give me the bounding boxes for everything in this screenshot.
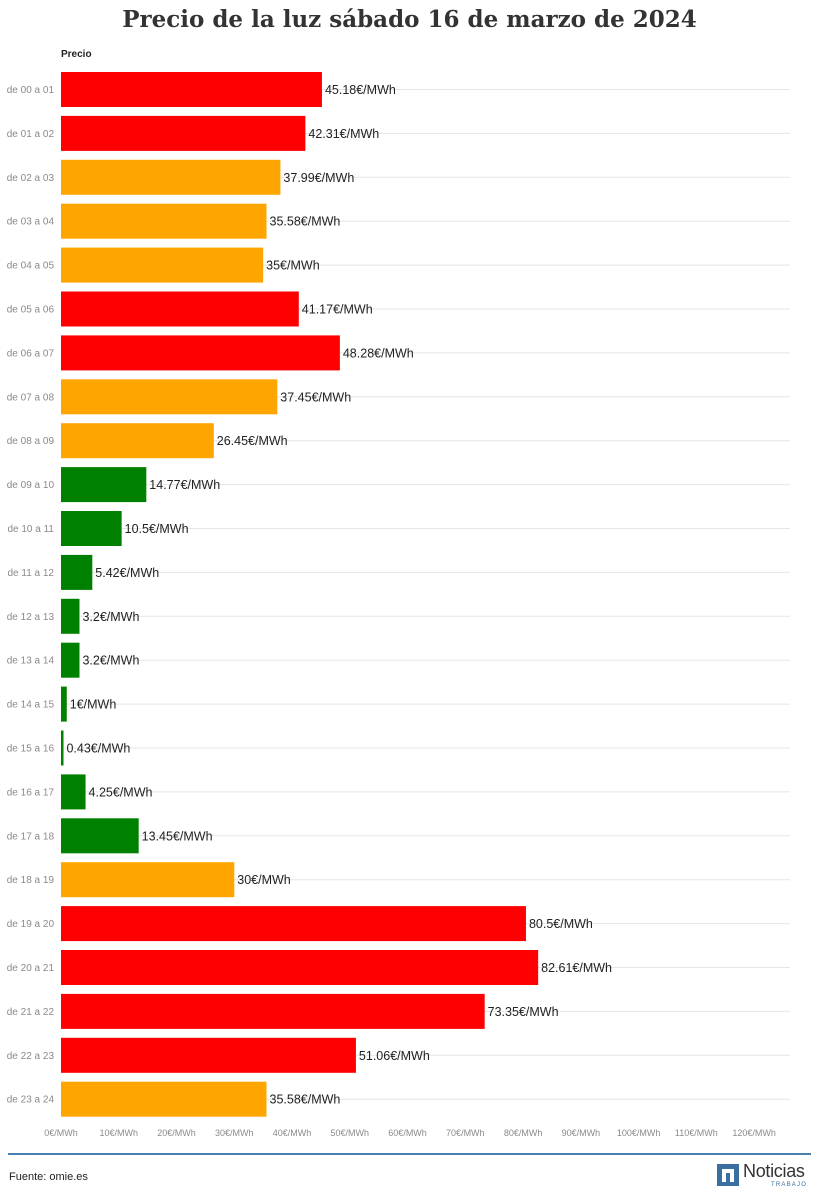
category-labels: de 00 a 01 de 01 a 02 de 02 a 03 de 03 a 04… xyxy=(7,85,55,1106)
bar-10[interactable] xyxy=(61,511,122,546)
x-tick-label: 10€/MWh xyxy=(100,1128,139,1138)
value-label: 48.28€/MWh xyxy=(343,346,414,360)
value-label: 4.25€/MWh xyxy=(89,785,153,799)
bar-18[interactable] xyxy=(61,862,235,898)
bar-03[interactable] xyxy=(61,203,267,239)
category-label: de 03 a 04 xyxy=(7,217,55,228)
bar-11[interactable] xyxy=(61,554,93,590)
logo-subtitle: TRABAJO xyxy=(771,1182,808,1188)
value-label: 37.99€/MWh xyxy=(283,171,354,185)
value-label: 30€/MWh xyxy=(237,873,291,887)
value-label: 1€/MWh xyxy=(70,698,117,712)
chart-title: Precio de la luz sábado 16 de marzo de 2… xyxy=(122,6,697,33)
category-label: de 05 a 06 xyxy=(7,305,55,316)
category-label: de 18 a 19 xyxy=(7,875,55,886)
bar-12[interactable] xyxy=(61,598,80,634)
value-label: 82.61€/MWh xyxy=(541,961,612,975)
category-label: de 07 a 08 xyxy=(7,392,55,403)
value-label: 35.58€/MWh xyxy=(270,1093,341,1107)
value-label: 10.5€/MWh xyxy=(125,522,189,536)
category-label: de 01 a 02 xyxy=(7,129,55,140)
grid-lines xyxy=(61,89,790,1100)
y-axis-label: Precio xyxy=(61,49,92,60)
category-label: de 09 a 10 xyxy=(7,480,55,491)
category-label: de 17 a 18 xyxy=(7,831,55,842)
category-label: de 16 a 17 xyxy=(7,787,55,798)
category-label: de 21 a 22 xyxy=(7,1007,55,1018)
x-tick-label: 70€/MWh xyxy=(446,1128,485,1138)
value-labels: 45.18€/MWh 42.31€/MWh 37.99€/MWh 35.58€/MWh… xyxy=(66,83,612,1107)
category-label: de 02 a 03 xyxy=(7,173,55,184)
bars xyxy=(61,72,539,1117)
bar-04[interactable] xyxy=(61,247,264,283)
value-label: 51.06€/MWh xyxy=(359,1049,430,1063)
category-label: de 10 a 11 xyxy=(7,524,54,535)
value-label: 80.5€/MWh xyxy=(529,917,593,931)
x-tick-label: 120€/MWh xyxy=(732,1128,776,1138)
category-label: de 22 a 23 xyxy=(7,1051,55,1062)
bar-16[interactable] xyxy=(61,774,86,810)
value-label: 35€/MWh xyxy=(266,259,320,273)
x-tick-label: 0€/MWh xyxy=(44,1128,78,1138)
bar-00[interactable] xyxy=(61,72,322,107)
value-label: 14.77€/MWh xyxy=(149,478,220,492)
value-label: 35.58€/MWh xyxy=(270,215,341,229)
category-label: de 06 a 07 xyxy=(7,348,55,359)
category-label: de 15 a 16 xyxy=(7,744,55,755)
value-label: 3.2€/MWh xyxy=(82,610,139,624)
bar-08[interactable] xyxy=(61,423,214,459)
x-tick-label: 20€/MWh xyxy=(157,1128,196,1138)
value-label: 13.45€/MWh xyxy=(142,829,213,843)
x-axis-ticks: 0€/MWh 10€/MWh 20€/MWh 30€/MWh 40€/MWh 50€/MW… xyxy=(44,1128,776,1138)
x-tick-label: 90€/MWh xyxy=(562,1128,601,1138)
bar-01[interactable] xyxy=(61,115,306,151)
source-note: Fuente: omie.es xyxy=(9,1171,88,1183)
x-tick-label: 30€/MWh xyxy=(215,1128,254,1138)
value-label: 45.18€/MWh xyxy=(325,83,396,97)
category-label: de 11 a 12 xyxy=(7,568,54,579)
value-label: 0.43€/MWh xyxy=(66,742,130,756)
category-label: de 12 a 13 xyxy=(7,612,55,623)
value-label: 41.17€/MWh xyxy=(302,303,373,317)
bar-21[interactable] xyxy=(61,993,485,1029)
bar-19[interactable] xyxy=(61,906,526,942)
value-label: 26.45€/MWh xyxy=(217,434,288,448)
bar-05[interactable] xyxy=(61,291,299,327)
bar-07[interactable] xyxy=(61,379,278,415)
bar-06[interactable] xyxy=(61,335,340,371)
category-label: de 04 a 05 xyxy=(7,261,55,272)
bar-13[interactable] xyxy=(61,642,80,678)
logo-name: Noticias xyxy=(743,1161,805,1181)
x-tick-label: 50€/MWh xyxy=(331,1128,370,1138)
category-label: de 08 a 09 xyxy=(7,436,55,447)
category-label: de 00 a 01 xyxy=(7,85,55,96)
n-logo-icon xyxy=(717,1164,739,1186)
bar-22[interactable] xyxy=(61,1037,356,1073)
category-label: de 14 a 15 xyxy=(7,700,55,711)
footer-divider xyxy=(8,1153,811,1155)
x-tick-label: 60€/MWh xyxy=(388,1128,427,1138)
category-label: de 20 a 21 xyxy=(7,963,55,974)
x-tick-label: 100€/MWh xyxy=(617,1128,661,1138)
value-label: 37.45€/MWh xyxy=(280,390,351,404)
value-label: 42.31€/MWh xyxy=(308,127,379,141)
x-tick-label: 40€/MWh xyxy=(273,1128,312,1138)
bar-20[interactable] xyxy=(61,950,539,985)
bar-09[interactable] xyxy=(61,467,147,503)
bar-14[interactable] xyxy=(61,686,67,722)
value-label: 3.2€/MWh xyxy=(82,654,139,668)
bar-15[interactable] xyxy=(61,730,64,766)
category-label: de 19 a 20 xyxy=(7,919,55,930)
value-label: 73.35€/MWh xyxy=(488,1005,559,1019)
value-label: 5.42€/MWh xyxy=(95,566,159,580)
x-tick-label: 110€/MWh xyxy=(675,1128,718,1138)
bar-17[interactable] xyxy=(61,818,139,854)
bar-23[interactable] xyxy=(61,1081,267,1117)
category-label: de 23 a 24 xyxy=(7,1095,55,1106)
category-label: de 13 a 14 xyxy=(7,656,55,667)
bar-02[interactable] xyxy=(61,159,281,195)
brand-logo[interactable]: Noticias TRABAJO xyxy=(717,1161,812,1190)
x-tick-label: 80€/MWh xyxy=(504,1128,543,1138)
